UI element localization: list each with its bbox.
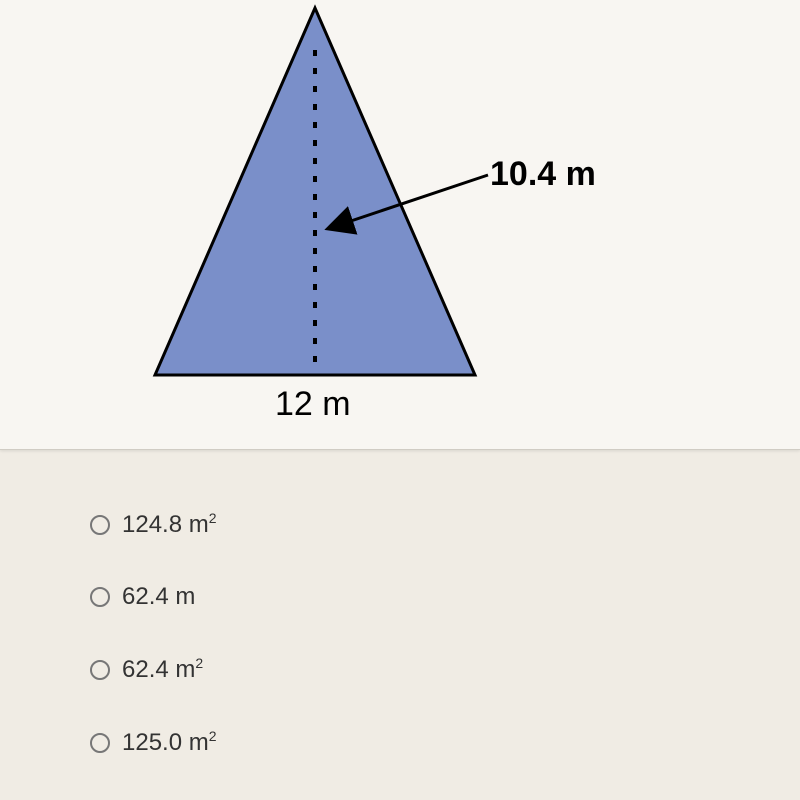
- option-0[interactable]: 124.8 m2: [90, 510, 217, 539]
- option-2[interactable]: 62.4 m2: [90, 655, 217, 684]
- base-label: 12 m: [275, 385, 351, 424]
- radio-icon[interactable]: [90, 660, 110, 680]
- answer-options: 124.8 m2 62.4 m 62.4 m2 125.0 m2: [90, 510, 217, 757]
- triangle-figure: [150, 0, 600, 420]
- height-label: 10.4 m: [490, 155, 596, 194]
- triangle-shape: [155, 8, 475, 375]
- option-label: 62.4 m: [122, 583, 195, 611]
- option-3[interactable]: 125.0 m2: [90, 728, 217, 757]
- radio-icon[interactable]: [90, 733, 110, 753]
- radio-icon[interactable]: [90, 515, 110, 535]
- option-label: 124.8 m2: [122, 510, 217, 539]
- option-1[interactable]: 62.4 m: [90, 583, 217, 611]
- option-label: 125.0 m2: [122, 728, 217, 757]
- radio-icon[interactable]: [90, 587, 110, 607]
- option-label: 62.4 m2: [122, 655, 203, 684]
- diagram-panel: 10.4 m 12 m: [0, 0, 800, 450]
